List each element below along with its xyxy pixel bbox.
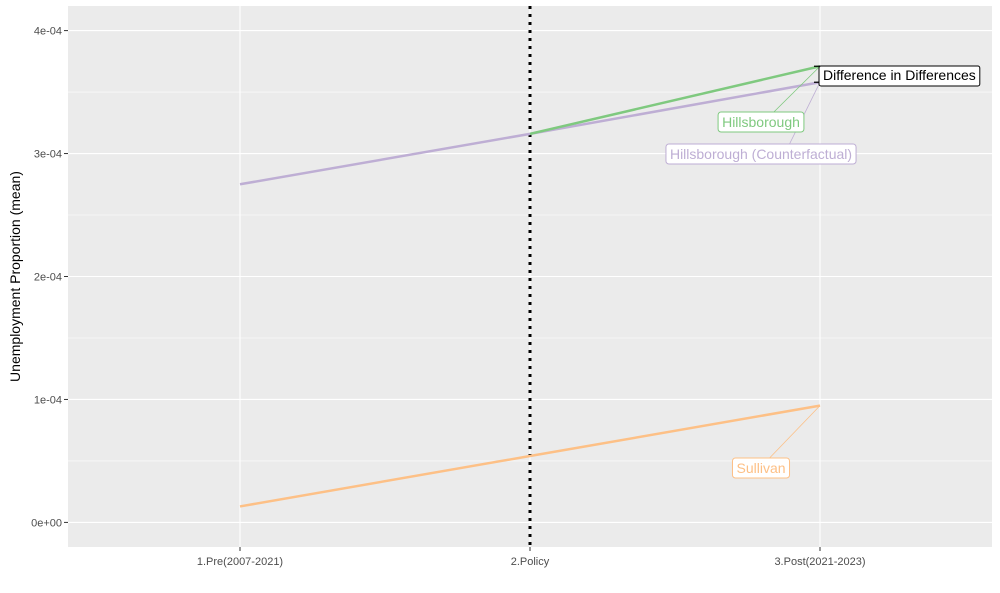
label-hillsborough: Hillsborough: [717, 111, 805, 133]
y-tick-label: 2e-04: [34, 272, 62, 284]
y-tick-label: 3e-04: [34, 149, 62, 161]
y-tick-label: 1e-04: [34, 394, 62, 406]
label-hillsborough-counterfactual-leader: [789, 82, 821, 145]
label-hillsborough-counterfactual-text: Hillsborough (Counterfactual): [670, 146, 852, 162]
label-hillsborough-leader: [773, 65, 821, 113]
y-tick-label: 0e+00: [31, 517, 62, 529]
label-sullivan-box: [731, 457, 791, 479]
series-layer: [239, 65, 821, 508]
label-sullivan-leader: [769, 405, 821, 459]
annotation-layer: Sullivan Hillsborough (Counterfactual) Hil…: [665, 65, 981, 479]
y-axis-ticks: 0e+00 1e-04 2e-04 3e-04 4e-04: [31, 26, 68, 529]
label-sullivan: Sullivan: [731, 457, 791, 479]
series-line-0: [529, 65, 821, 136]
x-tick-label: 3.Post(2021-2023): [774, 556, 865, 568]
label-sullivan-text: Sullivan: [736, 460, 785, 476]
label-hillsborough-counterfactual: Hillsborough (Counterfactual): [665, 143, 857, 165]
label-hillsborough-counterfactual-box: [665, 143, 857, 165]
series-line-2: [239, 404, 821, 508]
x-axis-ticks: 1.Pre(2007-2021) 2.Policy 3.Post(2021-2023…: [197, 547, 866, 568]
label-hillsborough-text: Hillsborough: [722, 114, 800, 130]
x-tick-label: 2.Policy: [511, 556, 550, 568]
y-axis-title: Unemployment Proportion (mean): [7, 171, 23, 382]
label-difference-in-differences: Difference in Differences: [818, 65, 981, 87]
did-label-text: Difference in Differences: [823, 67, 976, 83]
x-tick-label: 1.Pre(2007-2021): [197, 556, 283, 568]
did-label-box: [818, 65, 981, 87]
label-hillsborough-box: [717, 111, 805, 133]
y-tick-label: 4e-04: [34, 26, 62, 38]
